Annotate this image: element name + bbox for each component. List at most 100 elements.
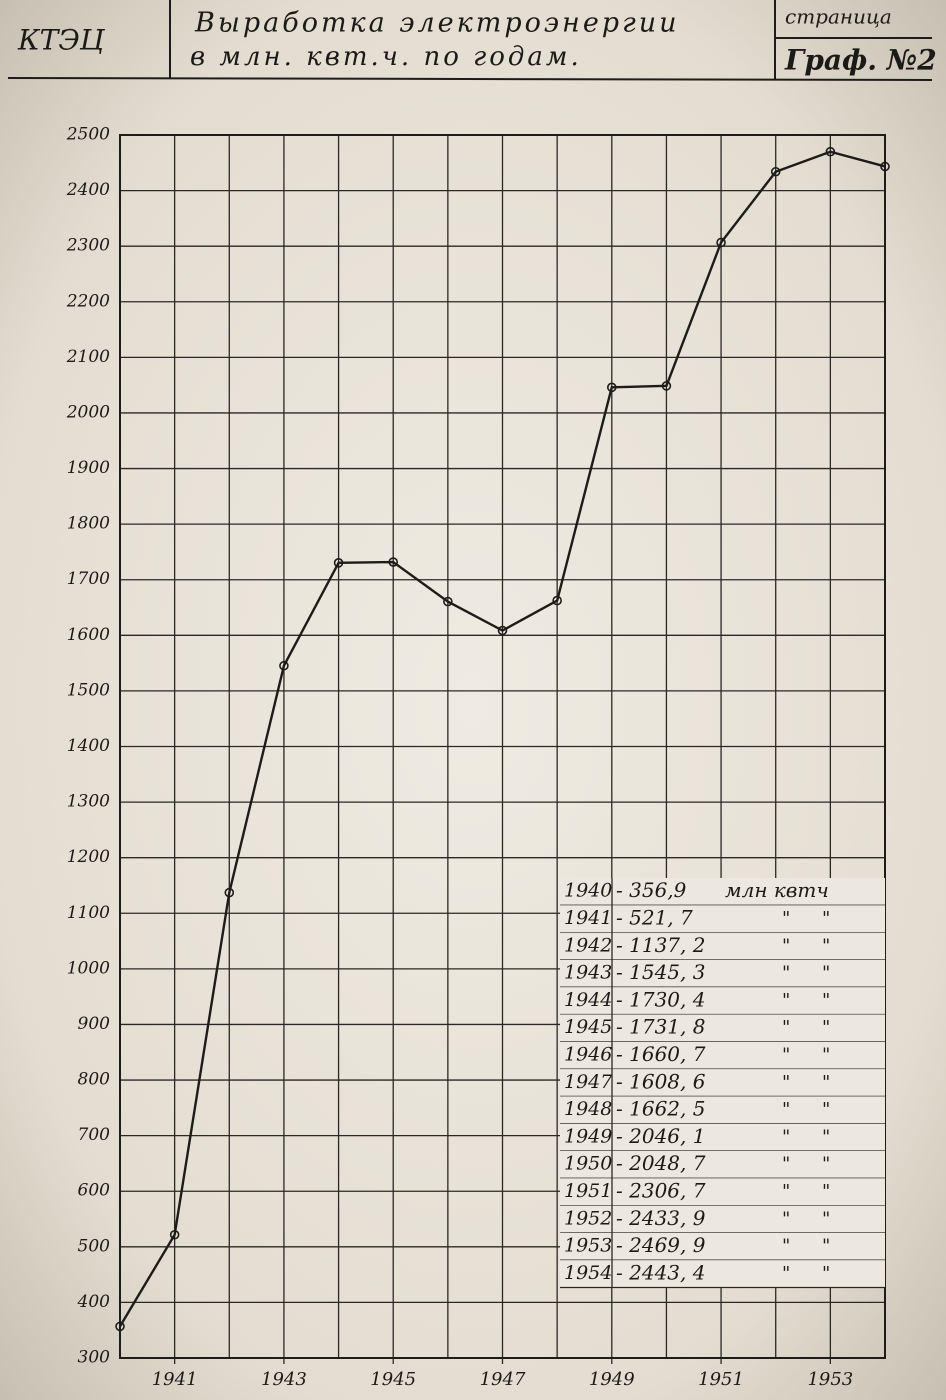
ditto-mark: " — [822, 1017, 830, 1038]
ditto-mark: " — [782, 990, 790, 1011]
y-tick-label: 700 — [78, 1125, 111, 1145]
data-point — [661, 381, 672, 391]
y-tick-label: 1800 — [67, 514, 110, 534]
ditto-mark: " — [822, 908, 830, 929]
y-tick-label: 600 — [78, 1181, 111, 1201]
y-tick-label: 1200 — [67, 847, 110, 867]
table-value: - 2048, 7 — [616, 1151, 706, 1175]
ditto-mark: " — [782, 1236, 790, 1257]
y-tick-label: 1400 — [67, 736, 110, 756]
ditto-mark: " — [782, 1154, 790, 1175]
table-row-bg — [560, 1123, 885, 1151]
table-row-bg — [560, 1069, 885, 1097]
plot-frame — [119, 134, 886, 1359]
table-value: - 1660, 7 — [616, 1042, 706, 1066]
table-row-bg — [560, 987, 885, 1015]
data-point — [443, 596, 453, 607]
table-year: 1949 — [564, 1125, 612, 1147]
ditto-mark: " — [782, 963, 790, 984]
table-year: 1948 — [564, 1098, 612, 1120]
y-tick-label: 2300 — [66, 236, 110, 256]
table-year: 1952 — [564, 1207, 612, 1229]
ditto-mark: " — [782, 1181, 790, 1202]
ditto-mark: " — [822, 935, 830, 956]
table-year: 1940 — [564, 880, 612, 902]
y-tick-label: 1100 — [67, 903, 110, 923]
y-tick-label: 900 — [78, 1014, 111, 1034]
table-value: - 1662, 5 — [616, 1097, 705, 1121]
ditto-mark: " — [822, 1099, 830, 1120]
x-tick-label: 1951 — [698, 1369, 744, 1390]
ditto-mark: " — [822, 1181, 830, 1202]
table-year: 1954 — [564, 1262, 612, 1284]
x-tick-label: 1953 — [807, 1369, 853, 1390]
page-label: страница — [785, 5, 892, 29]
table-row-bg — [560, 1014, 885, 1042]
x-tick-label: 1949 — [589, 1369, 635, 1390]
data-point — [770, 166, 781, 177]
data-point — [224, 887, 235, 898]
table-unit: млн квтч — [725, 878, 829, 902]
ditto-mark: " — [782, 908, 790, 929]
data-point — [552, 595, 562, 606]
table-value: - 2443, 4 — [616, 1260, 705, 1284]
table-row-bg — [560, 932, 885, 960]
data-point — [279, 660, 289, 671]
data-point — [388, 557, 399, 567]
table-row-bg — [560, 1178, 885, 1206]
x-tick-label: 1947 — [480, 1369, 526, 1390]
table-year: 1942 — [564, 934, 612, 956]
table-year: 1944 — [564, 989, 612, 1011]
table-row-bg — [560, 878, 885, 906]
sheet-label: Граф. №2 — [784, 44, 937, 77]
table-row-bg — [560, 959, 885, 988]
x-tick-label: 1945 — [370, 1369, 416, 1390]
ditto-mark: " — [822, 1263, 830, 1284]
table-value: - 1137, 2 — [616, 933, 705, 957]
table-row-bg — [560, 1205, 885, 1233]
table-year: 1946 — [564, 1043, 612, 1065]
data-point — [606, 382, 617, 393]
table-row-bg — [560, 1260, 885, 1288]
ditto-mark: " — [782, 1044, 790, 1065]
chart-title: Выработка электроэнергии — [194, 8, 680, 39]
table-value: - 2046, 1 — [616, 1124, 705, 1148]
y-tick-label: 2200 — [66, 291, 110, 311]
ditto-mark: " — [822, 1154, 830, 1175]
data-line — [118, 150, 886, 1327]
y-tick-label: 400 — [77, 1292, 111, 1312]
table-value: - 1608, 6 — [616, 1069, 706, 1093]
y-tick-label: 1700 — [67, 569, 110, 589]
y-tick-label: 1600 — [67, 625, 110, 645]
data-point — [115, 1321, 125, 1332]
ditto-mark: " — [782, 935, 790, 956]
table-year: 1950 — [564, 1153, 612, 1175]
ditto-mark: " — [822, 963, 830, 984]
y-tick-label: 1900 — [67, 458, 110, 478]
data-point — [333, 558, 344, 568]
y-tick-label: 300 — [78, 1348, 111, 1368]
ditto-mark: " — [782, 1263, 790, 1284]
y-tick-label: 2000 — [66, 402, 110, 422]
data-point — [880, 161, 890, 172]
ditto-mark: " — [822, 990, 830, 1011]
ditto-mark: " — [782, 1126, 790, 1147]
ditto-mark: " — [782, 1072, 790, 1093]
table-year: 1945 — [564, 1016, 612, 1038]
header: КТЭЦ Выработка электроэнергии в млн. квт… — [7, 0, 937, 81]
y-tick-label: 2500 — [66, 125, 110, 145]
table-value: - 356,9 — [616, 878, 687, 902]
table-year: 1947 — [564, 1071, 613, 1093]
data-point — [716, 237, 726, 248]
header-rule — [7, 77, 933, 81]
table-value: - 1731, 8 — [616, 1015, 705, 1039]
ditto-mark: " — [822, 1072, 830, 1093]
x-tick-label: 1943 — [261, 1369, 307, 1390]
y-tick-label: 1300 — [67, 792, 110, 812]
table-year: 1943 — [564, 962, 612, 984]
ditto-mark: " — [782, 1208, 790, 1229]
y-tick-label: 1000 — [67, 958, 110, 978]
ditto-mark: " — [822, 1208, 830, 1229]
data-point — [497, 625, 508, 636]
